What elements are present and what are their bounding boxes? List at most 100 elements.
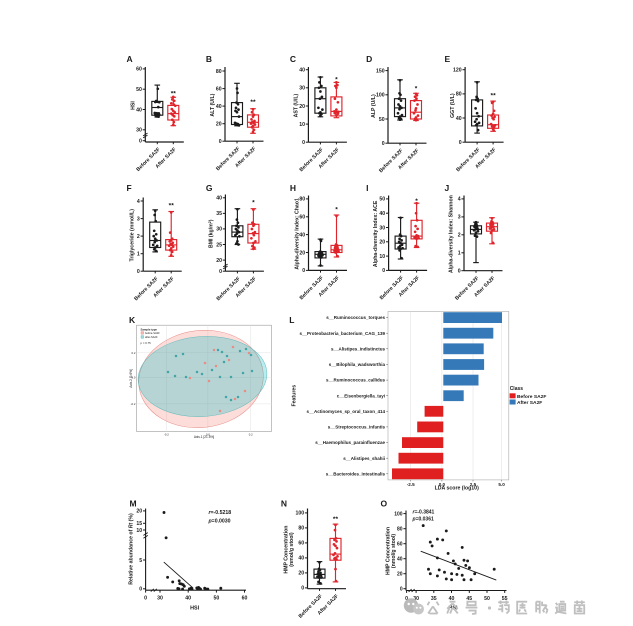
- svg-text:30: 30: [157, 596, 163, 602]
- svg-text:before-SA2F: before-SA2F: [145, 331, 160, 335]
- svg-text:Alpha-diversity Index: Chao1: Alpha-diversity Index: Chao1: [295, 198, 301, 270]
- svg-text:80: 80: [298, 526, 304, 532]
- svg-text:40: 40: [299, 232, 305, 238]
- svg-text:Axis.2 [9.6%]: Axis.2 [9.6%]: [129, 369, 133, 388]
- svg-text:s__Bacteroides_intestinalis: s__Bacteroides_intestinalis: [326, 471, 386, 476]
- svg-text:30: 30: [299, 86, 305, 92]
- svg-text:**: **: [169, 203, 175, 210]
- svg-text:*: *: [252, 200, 255, 207]
- svg-text:p=0.0361: p=0.0361: [412, 517, 434, 523]
- svg-text:J: J: [445, 183, 450, 193]
- svg-text:**: **: [171, 91, 177, 98]
- svg-text:s__Haemophilus_parainfluenzae: s__Haemophilus_parainfluenzae: [315, 440, 385, 445]
- svg-text:(nmol/g stool): (nmol/g stool): [391, 534, 397, 569]
- svg-text:p = 0.75: p = 0.75: [141, 341, 152, 345]
- svg-text:0: 0: [139, 587, 142, 593]
- svg-text:0.2: 0.2: [249, 432, 253, 436]
- svg-text:0: 0: [405, 596, 408, 602]
- svg-text:F: F: [127, 183, 132, 193]
- svg-text:40: 40: [449, 596, 455, 602]
- svg-text:0: 0: [137, 269, 140, 275]
- svg-text:40: 40: [185, 596, 191, 602]
- svg-text:0: 0: [302, 140, 305, 146]
- svg-text:35: 35: [431, 596, 437, 602]
- svg-text:40: 40: [397, 557, 403, 563]
- svg-text:-0.2: -0.2: [131, 402, 136, 406]
- svg-text:60: 60: [298, 541, 304, 547]
- svg-text:0: 0: [139, 139, 142, 145]
- svg-text:A: A: [127, 54, 133, 64]
- svg-text:0: 0: [144, 596, 147, 602]
- svg-text:5: 5: [139, 558, 142, 564]
- svg-text:3: 3: [137, 216, 140, 222]
- svg-text:0: 0: [382, 141, 385, 147]
- svg-text:-0.2: -0.2: [164, 432, 169, 436]
- svg-text:s__Ruminococcus_callidus: s__Ruminococcus_callidus: [326, 378, 386, 383]
- svg-text:M: M: [130, 499, 137, 509]
- svg-text:40: 40: [136, 107, 142, 113]
- svg-text:60: 60: [242, 596, 248, 602]
- svg-text:C: C: [290, 54, 296, 64]
- svg-text:2.5: 2.5: [470, 482, 477, 487]
- svg-text:40: 40: [299, 68, 305, 74]
- svg-text:O: O: [381, 499, 388, 509]
- svg-text:D: D: [366, 54, 372, 64]
- svg-text:B: B: [206, 54, 212, 64]
- svg-text:Alpha-diversity Index: ACE: Alpha-diversity Index: ACE: [373, 200, 379, 267]
- svg-text:1: 1: [137, 252, 140, 258]
- svg-text:3: 3: [458, 215, 461, 221]
- svg-text:s__Actinomyces_sp_oral_taxon_4: s__Actinomyces_sp_oral_taxon_414: [306, 409, 385, 414]
- svg-text:c__Eisenbergiella_tayi: c__Eisenbergiella_tayi: [337, 393, 385, 398]
- svg-text:p=0.0030: p=0.0030: [208, 518, 231, 524]
- svg-text:**: **: [333, 516, 339, 523]
- svg-text:after-SA2F: after-SA2F: [145, 335, 158, 339]
- svg-text:40: 40: [298, 556, 304, 562]
- svg-text:40: 40: [379, 211, 385, 217]
- svg-text:55: 55: [502, 596, 508, 602]
- svg-text:120: 120: [453, 68, 462, 74]
- svg-text:25: 25: [216, 242, 222, 248]
- svg-text:*: *: [415, 86, 418, 93]
- svg-text:0: 0: [459, 140, 462, 146]
- svg-text:30: 30: [216, 227, 222, 233]
- svg-text:HMP Concentration: HMP Concentration: [284, 526, 290, 574]
- svg-text:10: 10: [379, 254, 385, 260]
- svg-text:30: 30: [413, 596, 419, 602]
- svg-text:100: 100: [376, 93, 385, 99]
- svg-text:80: 80: [299, 197, 305, 203]
- svg-text:**: **: [250, 99, 256, 106]
- svg-text:Relative abundance of Rt (%): Relative abundance of Rt (%): [129, 513, 135, 585]
- svg-text:Before SA2F: Before SA2F: [517, 394, 546, 400]
- svg-text:2: 2: [458, 233, 461, 239]
- svg-text:0: 0: [219, 269, 222, 275]
- svg-text:50: 50: [379, 197, 385, 203]
- svg-text:E: E: [445, 54, 451, 64]
- svg-text:80: 80: [216, 69, 222, 75]
- svg-text:AST (U/L): AST (U/L): [293, 94, 299, 118]
- svg-text:4: 4: [137, 199, 140, 205]
- svg-text:**: **: [491, 93, 497, 100]
- svg-text:20: 20: [299, 104, 305, 110]
- svg-text:80: 80: [397, 527, 403, 533]
- svg-text:50: 50: [214, 596, 220, 602]
- svg-text:*: *: [415, 198, 418, 205]
- svg-text:40: 40: [456, 116, 462, 122]
- svg-text:(nmol/g stool): (nmol/g stool): [289, 532, 295, 567]
- svg-text:0: 0: [301, 586, 304, 592]
- svg-text:20: 20: [136, 509, 142, 515]
- svg-text:50: 50: [136, 87, 142, 93]
- svg-text:H: H: [290, 183, 296, 193]
- svg-text:Axis.1 [21.5%]: Axis.1 [21.5%]: [194, 435, 214, 439]
- svg-text:0: 0: [302, 268, 305, 274]
- svg-text:*: *: [335, 77, 338, 84]
- svg-text:50: 50: [379, 117, 385, 123]
- svg-text:60: 60: [397, 542, 403, 548]
- svg-text:0: 0: [400, 587, 403, 593]
- svg-text:K: K: [129, 315, 136, 325]
- svg-text:0.2: 0.2: [132, 351, 136, 355]
- svg-text:15: 15: [136, 521, 142, 527]
- svg-text:45: 45: [466, 596, 472, 602]
- svg-text:30: 30: [136, 128, 142, 134]
- svg-text:r=-0.5218: r=-0.5218: [209, 510, 232, 516]
- svg-text:-2.5: -2.5: [407, 482, 415, 487]
